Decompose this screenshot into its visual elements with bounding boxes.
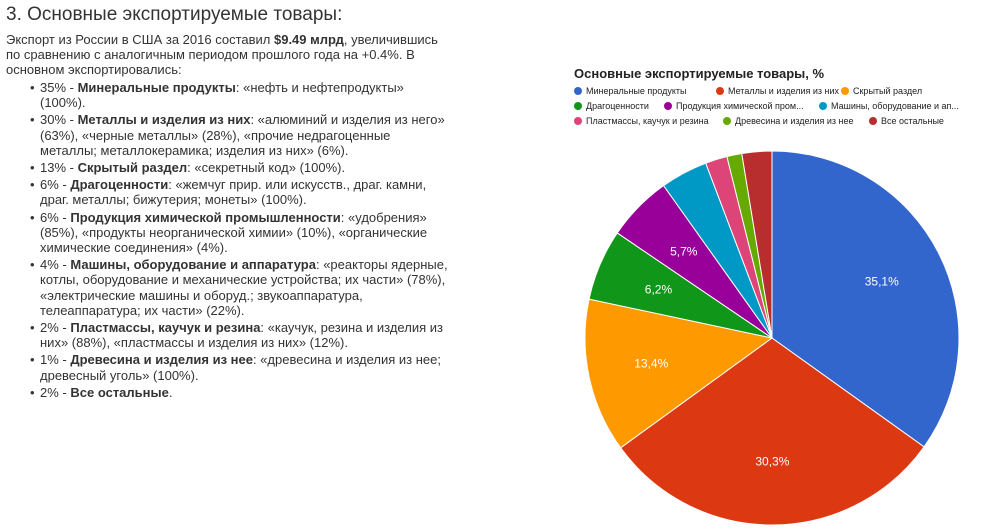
item-percent: 1%	[40, 352, 59, 368]
intro-text-before: Экспорт из России в США за 2016 составил	[6, 32, 274, 47]
item-percent: 2%	[40, 384, 59, 400]
item-percent: 35%	[40, 80, 67, 95]
legend-marker	[723, 117, 731, 125]
list-item: • 4% - Машины, оборудование и аппаратура:…	[30, 257, 448, 318]
legend-label: Драгоценности	[586, 101, 649, 111]
legend-item-other[interactable]: Все остальные	[869, 116, 944, 126]
pie-svg: 35,1% 30,3% 13,4% 6,2% 5,7%	[584, 150, 960, 526]
bullet: •	[30, 352, 35, 368]
chart-title: Основные экспортируемые товары, %	[574, 66, 825, 81]
item-name: Скрытый раздел	[77, 160, 188, 176]
export-amount: $9.49 млрд	[273, 32, 344, 47]
list-item: • 2% - Все остальные.	[30, 384, 173, 400]
slice-label: 13,4%	[634, 357, 668, 371]
list-item: • 13% - Скрытый раздел: «секретный код» (…	[30, 160, 346, 176]
item-percent: 6%	[40, 209, 59, 225]
section-heading: 3. Основные экспортируемые товары:	[6, 4, 343, 25]
bullet: •	[30, 112, 35, 128]
legend-label: Металлы и изделия из них	[728, 86, 840, 96]
slice-label: 35,1%	[865, 275, 899, 289]
bullet: •	[30, 257, 35, 273]
pie-slice[interactable]	[741, 150, 773, 339]
item-percent: 4%	[40, 257, 59, 273]
item-name: Металлы и изделия из них	[77, 112, 251, 128]
slice-label: 6,2%	[645, 283, 673, 297]
legend-label: Древесина и изделия из нее	[735, 116, 854, 126]
pie-slice[interactable]	[619, 337, 925, 526]
list-item: • 35% - Минеральные продукты: «нефть и не…	[30, 80, 404, 111]
item-percent: 30%	[40, 112, 67, 128]
item-name: Древесина и изделия из нее	[70, 352, 253, 368]
item-percent: 6%	[40, 177, 59, 193]
item-name: Продукция химической промышленности	[70, 209, 341, 225]
bullet: •	[30, 320, 35, 336]
item-details: : «каучук, резина и изделия из них» (88%…	[40, 320, 443, 351]
item-name: Все остальные	[70, 384, 169, 400]
item-details: : «реакторы ядерные, котлы, оборудование…	[40, 257, 448, 318]
item-details: : «удобрения» (85%), «продукты неорганич…	[40, 209, 428, 256]
legend-item-chemical[interactable]: Продукция химической пром...	[664, 101, 804, 111]
item-details: .	[168, 384, 173, 400]
legend-item-hidden[interactable]: Скрытый раздел	[841, 86, 922, 96]
list-item: • 6% - Продукция химической промышленност…	[30, 209, 428, 256]
legend-item-jewelry[interactable]: Драгоценности	[574, 101, 649, 111]
item-name: Драгоценности	[70, 177, 169, 193]
list-item: • 30% - Металлы и изделия из них: «алюмин…	[30, 112, 445, 158]
list-item: • 1% - Древесина и изделия из нее: «древе…	[30, 352, 442, 383]
pie-slice[interactable]	[771, 150, 960, 448]
legend-item-wood[interactable]: Древесина и изделия из нее	[723, 116, 854, 126]
bullet: •	[30, 209, 35, 225]
item-name: Минеральные продукты	[77, 80, 236, 95]
bullet: •	[30, 160, 35, 176]
item-details: : «жемчуг прир. или искусств., драг. кам…	[40, 177, 427, 208]
bullet: •	[30, 177, 35, 193]
item-name: Пластмассы, каучук и резина	[70, 320, 261, 336]
legend-label: Продукция химической пром...	[676, 101, 804, 111]
legend-marker	[819, 102, 827, 110]
item-details: : «древесина и изделия из нее; древесный…	[40, 352, 442, 383]
legend-item-machinery[interactable]: Машины, оборудование и ап...	[819, 101, 959, 111]
item-details: : «секретный код» (100%).	[187, 160, 346, 176]
list-item: • 6% - Драгоценности: «жемчуг прир. или и…	[30, 177, 427, 208]
legend-marker	[869, 117, 877, 125]
legend-marker	[841, 87, 849, 95]
bullet: •	[30, 80, 35, 95]
item-name: Машины, оборудование и аппаратура	[70, 257, 316, 273]
slice-label: 5,7%	[670, 245, 698, 259]
legend-marker	[716, 87, 724, 95]
list-item: • 2% - Пластмассы, каучук и резина: «кауч…	[30, 320, 443, 351]
intro-paragraph: Экспорт из России в США за 2016 составил…	[6, 32, 438, 77]
item-percent: 13%	[40, 160, 67, 176]
legend-marker	[574, 87, 582, 95]
slice-label: 30,3%	[755, 454, 789, 468]
legend-label: Все остальные	[881, 116, 944, 126]
legend-item-metals[interactable]: Металлы и изделия из них	[716, 86, 839, 96]
legend-marker	[574, 102, 582, 110]
legend-item-plastics[interactable]: Пластмассы, каучук и резина	[574, 116, 709, 126]
item-percent: 2%	[40, 320, 59, 336]
legend-marker	[574, 117, 582, 125]
pie-slice[interactable]	[584, 298, 774, 449]
export-items-list: • 35% - Минеральные продукты: «нефть и не…	[8, 80, 448, 402]
legend-label: Машины, оборудование и ап...	[831, 101, 959, 111]
item-details: : «алюминий и изделия из него» (63%), «ч…	[40, 112, 445, 158]
legend-label: Пластмассы, каучук и резина	[586, 116, 709, 126]
legend-label: Минеральные продукты	[586, 86, 687, 96]
intro-text-after: , увеличившись по сравнению с аналогичны…	[6, 32, 438, 77]
legend-marker	[664, 102, 672, 110]
bullet: •	[30, 384, 35, 400]
legend-item-mineral[interactable]: Минеральные продукты	[574, 86, 686, 96]
item-details: : «нефть и нефтепродукты» (100%).	[40, 80, 404, 111]
pie-chart: Основные экспортируемые товары, % Минера…	[568, 60, 968, 526]
legend-label: Скрытый раздел	[853, 86, 923, 96]
